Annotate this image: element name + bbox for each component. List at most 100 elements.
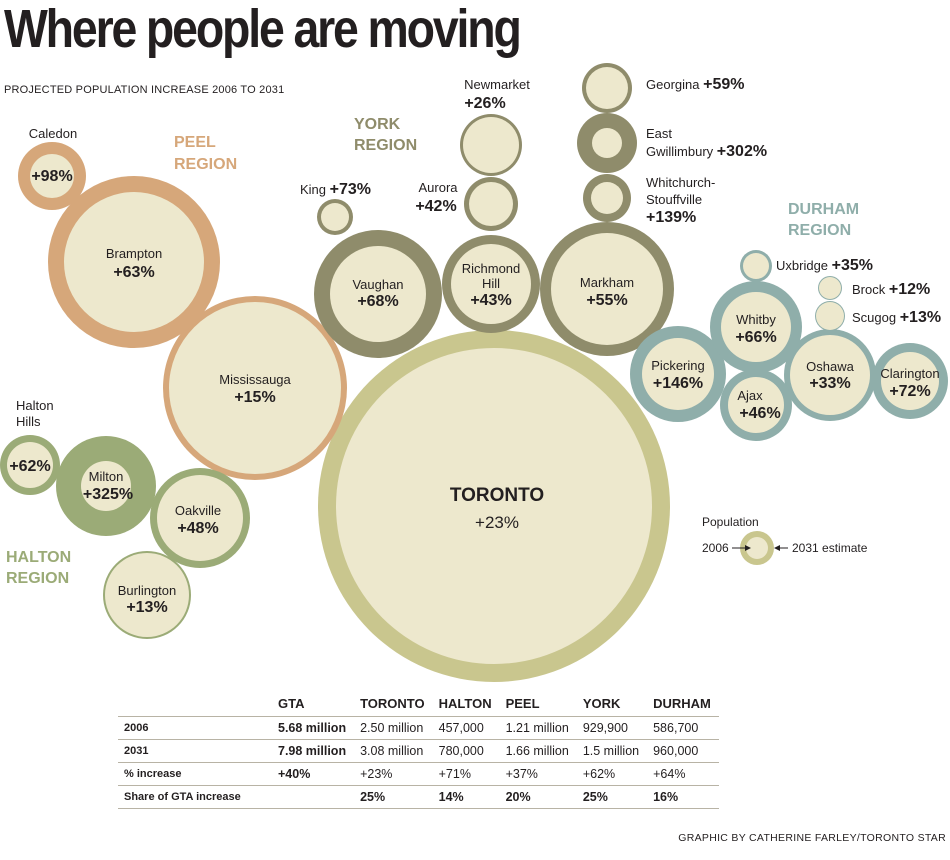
bubble-2006-toronto [336,348,652,664]
label-aurora: Aurora [418,180,458,195]
bubble-2006-markham [551,233,663,345]
column-header-gta: GTA [278,696,305,711]
table-cell [272,785,355,809]
table-header-row: GTA TORONTO HALTON PEEL YORK DURHAM [118,694,719,717]
bubble-2006-whitchurch-stouffville [591,182,623,214]
pct-oshawa: +33% [809,375,850,392]
label-toronto: TORONTO [450,485,544,506]
table-cell: +62% [576,762,648,786]
label-milton: Milton [89,469,124,484]
pct-caledon: +98% [31,168,72,185]
table-row: 2031 7.98 million 3.08 million 780,000 1.66 … [118,739,719,763]
table-cell: +37% [499,762,577,786]
legend-inner-label: 2006 [702,541,729,555]
bubble-2006-halton-hills [7,442,53,488]
row-label: Share of GTA increase [118,785,272,809]
pct-clarington: +72% [889,383,930,400]
bubble-2006-mississauga [169,302,341,474]
label-halton-hills-line1: Halton [16,398,54,413]
pct-toronto: +23% [475,513,519,532]
bubble-2006-milton [81,461,131,511]
table-row: 2006 5.68 million 2.50 million 457,000 1.21 … [118,716,719,740]
label-georgina: Georgina +59% [646,76,744,93]
bubble-2006-aurora [469,182,513,226]
legend-outer-arrowhead [774,545,780,551]
row-label: % increase [118,762,272,786]
label-whitchurch-stouffville-line1: Whitchurch- [646,175,715,190]
label-pickering: Pickering [651,358,704,373]
pct-brampton: +63% [113,264,154,281]
region-label-york-line2: REGION [354,137,417,154]
pct-mississauga: +15% [234,389,275,406]
bubble-2006-brampton [64,192,204,332]
table-cell: 2.50 million [354,716,433,740]
label-burlington: Burlington [118,583,177,598]
table-cell: 7.98 million [272,739,355,763]
bubble-2006-vaughan [330,246,426,342]
label-whitby: Whitby [736,312,776,327]
table-cell: 457,000 [432,716,500,740]
bubble-2006-caledon [30,154,74,198]
column-header-durham: DURHAM [653,696,711,711]
column-header-peel: PEEL [505,696,540,711]
pct-whitchurch-stouffville: +139% [646,209,696,226]
bubble-2006-uxbridge [743,253,769,279]
bubble-2006-king [321,203,349,231]
label-newmarket: Newmarket [464,77,530,92]
legend-inner-circle [746,537,768,559]
label-east-gwillimbury-line1: East [646,126,672,141]
table-row: Share of GTA increase 25% 14% 20% 25% 16% [118,785,719,809]
bubble-2006-brock [819,277,841,299]
pct-milton: +325% [83,486,133,503]
label-brampton: Brampton [106,246,162,261]
bubble-2006-oakville [157,475,243,561]
region-label-durham-line2: REGION [788,222,851,239]
column-header-halton: HALTON [438,696,492,711]
table-cell: +40% [272,762,355,786]
table-cell: 960,000 [647,739,719,763]
table-cell: 16% [647,785,719,809]
graphic-credit: GRAPHIC BY CATHERINE FARLEY/TORONTO STAR [678,832,946,844]
label-east-gwillimbury-line2: Gwillimbury +302% [646,143,767,160]
pct-vaughan: +68% [357,293,398,310]
bubble-2006-richmond-hill [451,244,531,324]
label-mississauga: Mississauga [219,372,291,387]
region-label-peel-line1: PEEL [174,134,216,151]
pct-halton-hills: +62% [9,458,50,475]
label-clarington: Clarington [880,366,939,381]
pct-richmond-hill: +43% [470,292,511,309]
table-cell: 1.66 million [499,739,577,763]
label-brock: Brock +12% [852,281,930,298]
table-cell: 25% [576,785,648,809]
bubble-2006-oshawa [790,335,870,415]
pct-oakville: +48% [177,520,218,537]
label-caledon: Caledon [29,126,77,141]
pct-markham: +55% [586,292,627,309]
label-uxbridge: Uxbridge +35% [776,257,873,274]
region-label-peel-line2: REGION [174,156,237,173]
row-label: 2006 [118,716,272,740]
label-markham: Markham [580,275,634,290]
pct-aurora: +42% [415,198,456,215]
bubble-2006-burlington [105,553,189,637]
column-header-toronto: TORONTO [360,696,425,711]
population-table: GTA TORONTO HALTON PEEL YORK DURHAM 2006 5.68 … [118,694,719,809]
column-header-york: YORK [582,696,621,711]
bubble-2006-east-gwillimbury [592,128,622,158]
table-cell: 5.68 million [272,716,355,740]
table-cell: 586,700 [647,716,719,740]
bubble-2006-ajax [728,377,784,433]
region-label-halton-line2: REGION [6,570,69,587]
pct-whitby: +66% [735,329,776,346]
legend-inner-arrowhead [745,545,751,551]
chart-title: Where people are moving [4,0,522,59]
region-label-durham-line1: DURHAM [788,201,859,218]
label-king: King +73% [300,181,371,198]
table-cell: 14% [432,785,500,809]
pct-ajax: +46% [739,405,780,422]
label-richmond-hill-line2: Hill [482,276,500,291]
column-header-blank [118,694,272,717]
label-halton-hills-line2: Hills [16,414,41,429]
table-cell: 780,000 [432,739,500,763]
bubble-2006-scugog [816,302,844,330]
